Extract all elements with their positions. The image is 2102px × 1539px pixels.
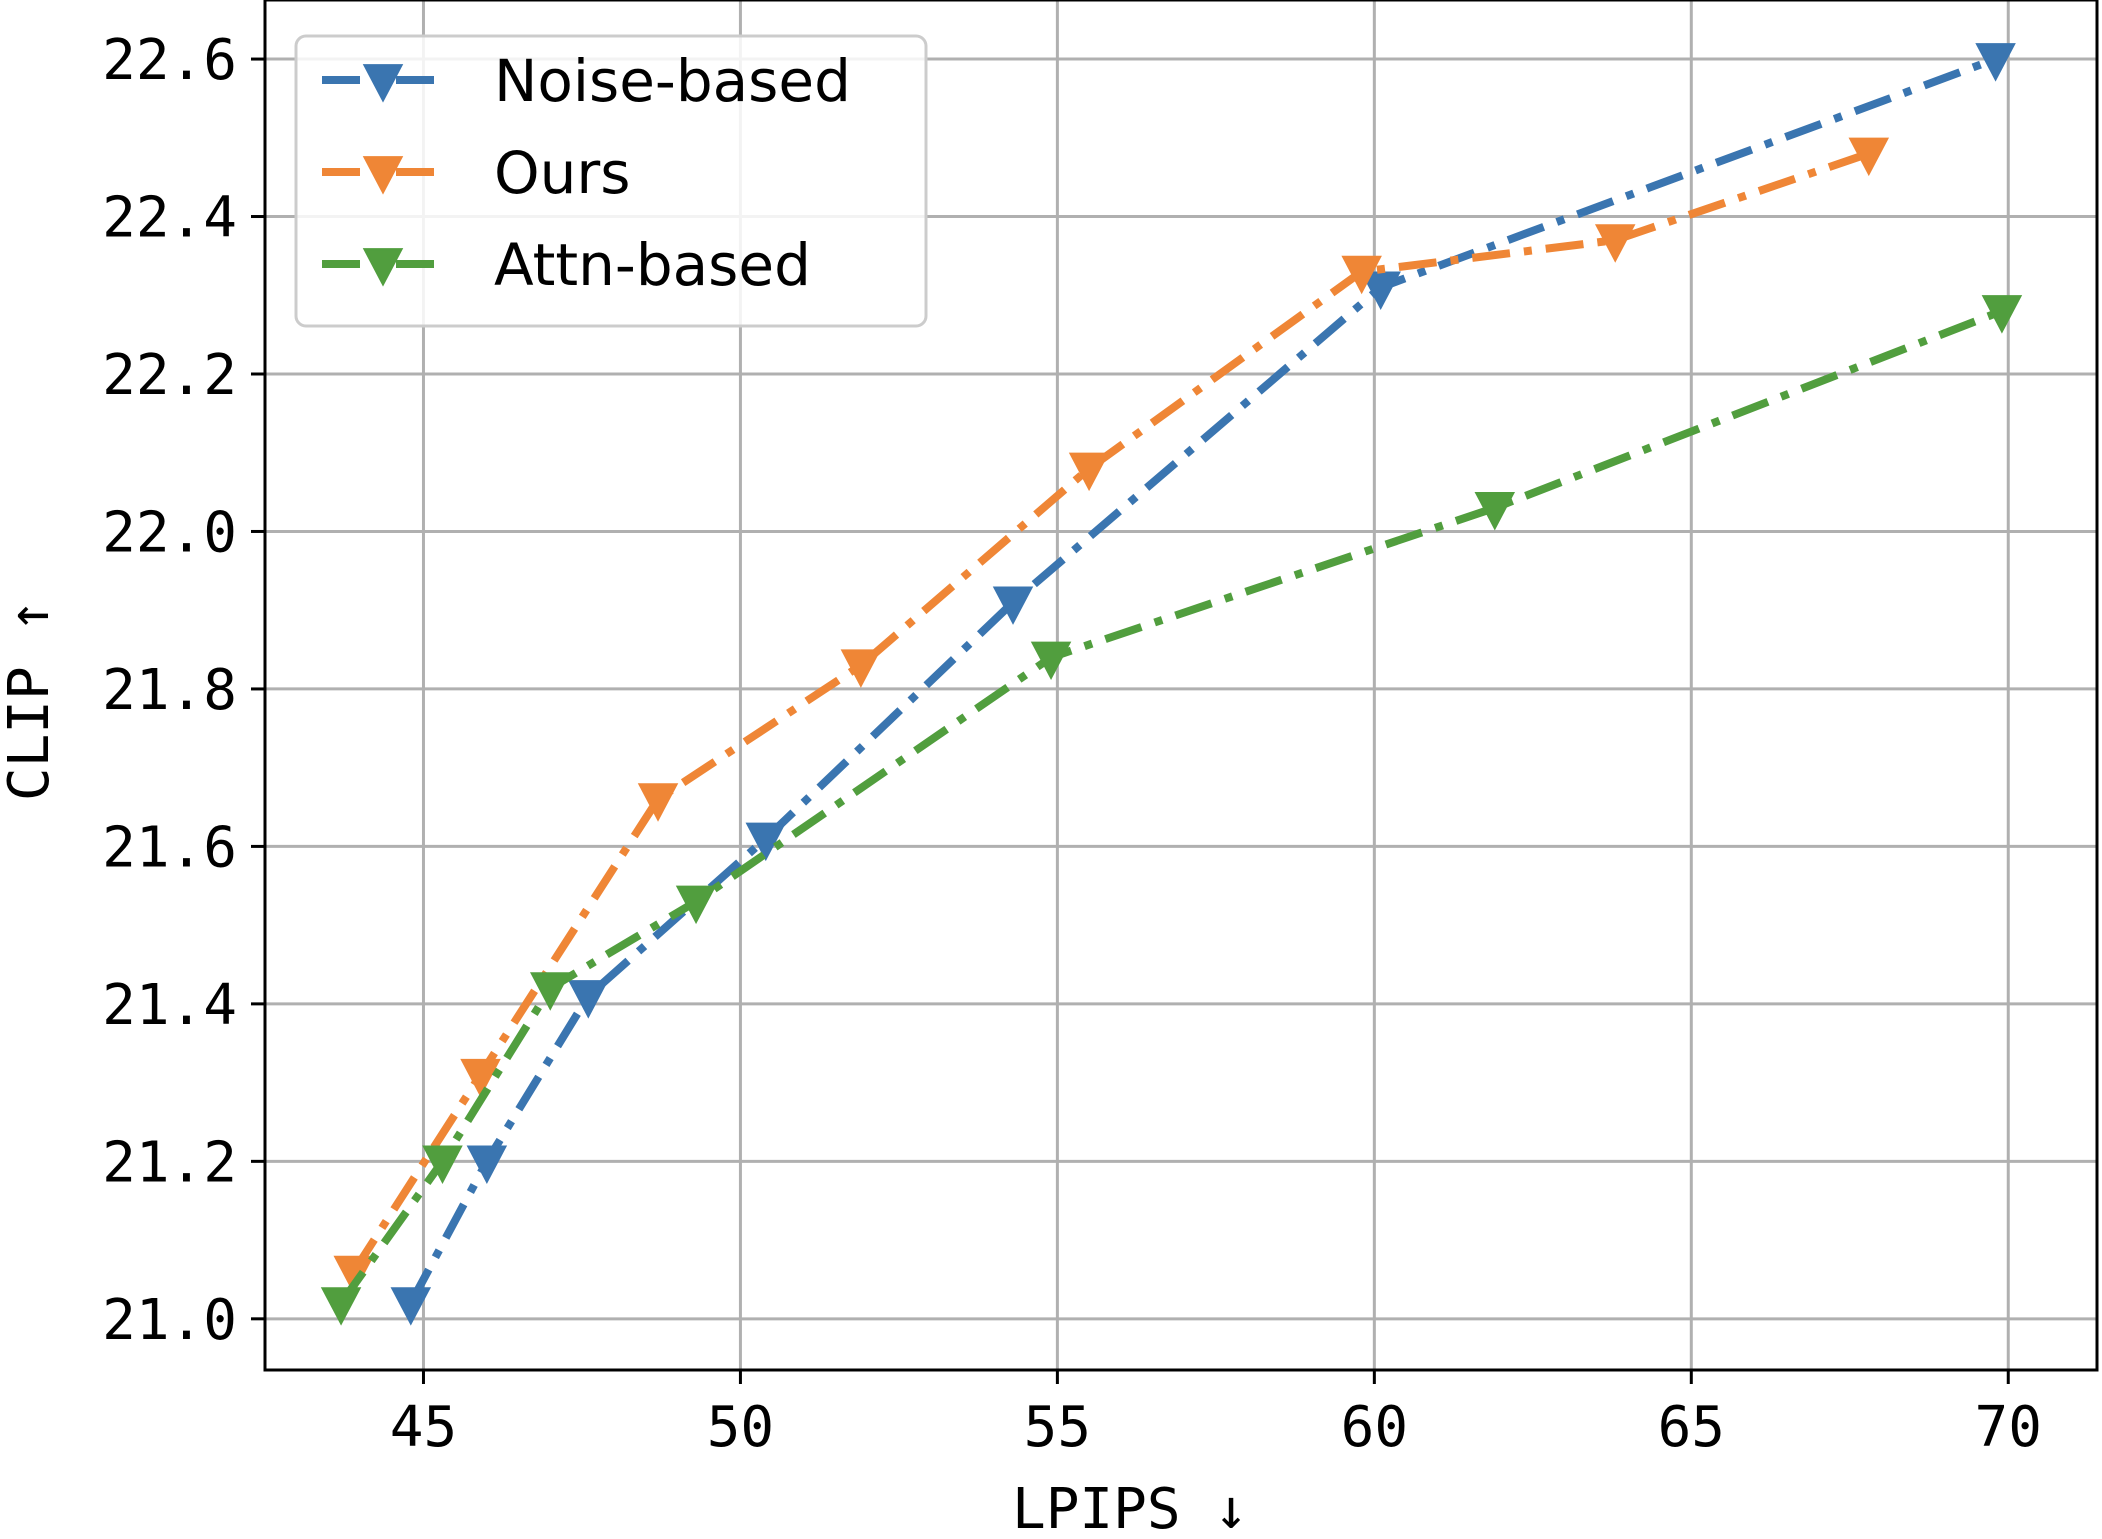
legend-entry: Noise-based: [322, 47, 851, 115]
data-point-marker: [568, 980, 609, 1019]
data-point-marker: [466, 1145, 508, 1184]
x-tick-label: 70: [1975, 1395, 2042, 1460]
legend-box: [294, 34, 928, 328]
legend-marker: [362, 248, 404, 287]
data-point-marker: [1474, 491, 1516, 531]
series-ours: [333, 137, 1890, 1295]
y-tick-label: 21.6: [102, 815, 237, 880]
data-point-marker: [1030, 641, 1072, 681]
legend: Noise-based Ours Attn-based: [294, 34, 928, 328]
data-point-marker: [1981, 295, 2023, 334]
y-tick-label: 21.2: [102, 1130, 237, 1195]
x-tick-label: 65: [1658, 1395, 1725, 1460]
data-point-marker: [745, 822, 787, 862]
data-point-marker: [1341, 255, 1382, 295]
x-tick-label: 45: [390, 1395, 457, 1460]
data-point-marker: [840, 649, 882, 688]
y-tick-label: 21.8: [102, 658, 237, 723]
data-point-marker: [675, 885, 717, 925]
series-noise-based: [390, 43, 2016, 1326]
data-point-marker: [320, 1287, 362, 1326]
y-axis-ticks: 21.0 21.2 21.4 21.6 21.8 22.0 22.2 22.4 22.6: [102, 28, 265, 1353]
y-tick-label: 22.2: [102, 343, 237, 408]
legend-label: Attn-based: [494, 231, 811, 299]
x-tick-label: 50: [707, 1395, 774, 1460]
data-point-marker: [637, 783, 679, 822]
y-tick-label: 21.0: [102, 1288, 237, 1353]
y-tick-label: 22.6: [102, 28, 237, 93]
y-tick-label: 21.4: [102, 973, 237, 1038]
plot-frame: [263, 0, 2099, 1372]
x-tick-label: 55: [1024, 1395, 1091, 1460]
data-point-marker: [530, 972, 571, 1011]
data-point-marker: [1848, 137, 1890, 177]
data-point-marker: [390, 1287, 432, 1326]
legend-label: Ours: [494, 139, 630, 207]
data-point-marker: [992, 586, 1034, 625]
data-point-marker: [422, 1145, 463, 1184]
x-axis-ticks: 45 50 55 60 65 70: [390, 1370, 2042, 1460]
data-point-marker: [460, 1058, 501, 1098]
series-layer: [320, 43, 2023, 1326]
legend-marker: [362, 64, 404, 103]
legend-entry: Attn-based: [322, 231, 811, 299]
data-point-marker: [1068, 452, 1110, 492]
legend-entry: Ours: [322, 139, 630, 207]
y-axis-label: CLIP ↑: [0, 599, 62, 801]
series-line: [350, 149, 1871, 1274]
y-tick-label: 22.4: [102, 186, 237, 251]
data-point-marker: [1594, 224, 1636, 263]
series-attn-based: [320, 295, 2023, 1326]
legend-label: Noise-based: [494, 47, 851, 115]
grid: [265, 0, 2097, 1370]
data-point-marker: [1975, 43, 2016, 82]
x-tick-label: 60: [1341, 1395, 1408, 1460]
y-tick-label: 22.0: [102, 500, 237, 565]
x-axis-label: LPIPS ↓: [1012, 1477, 1248, 1534]
legend-marker: [362, 156, 404, 195]
